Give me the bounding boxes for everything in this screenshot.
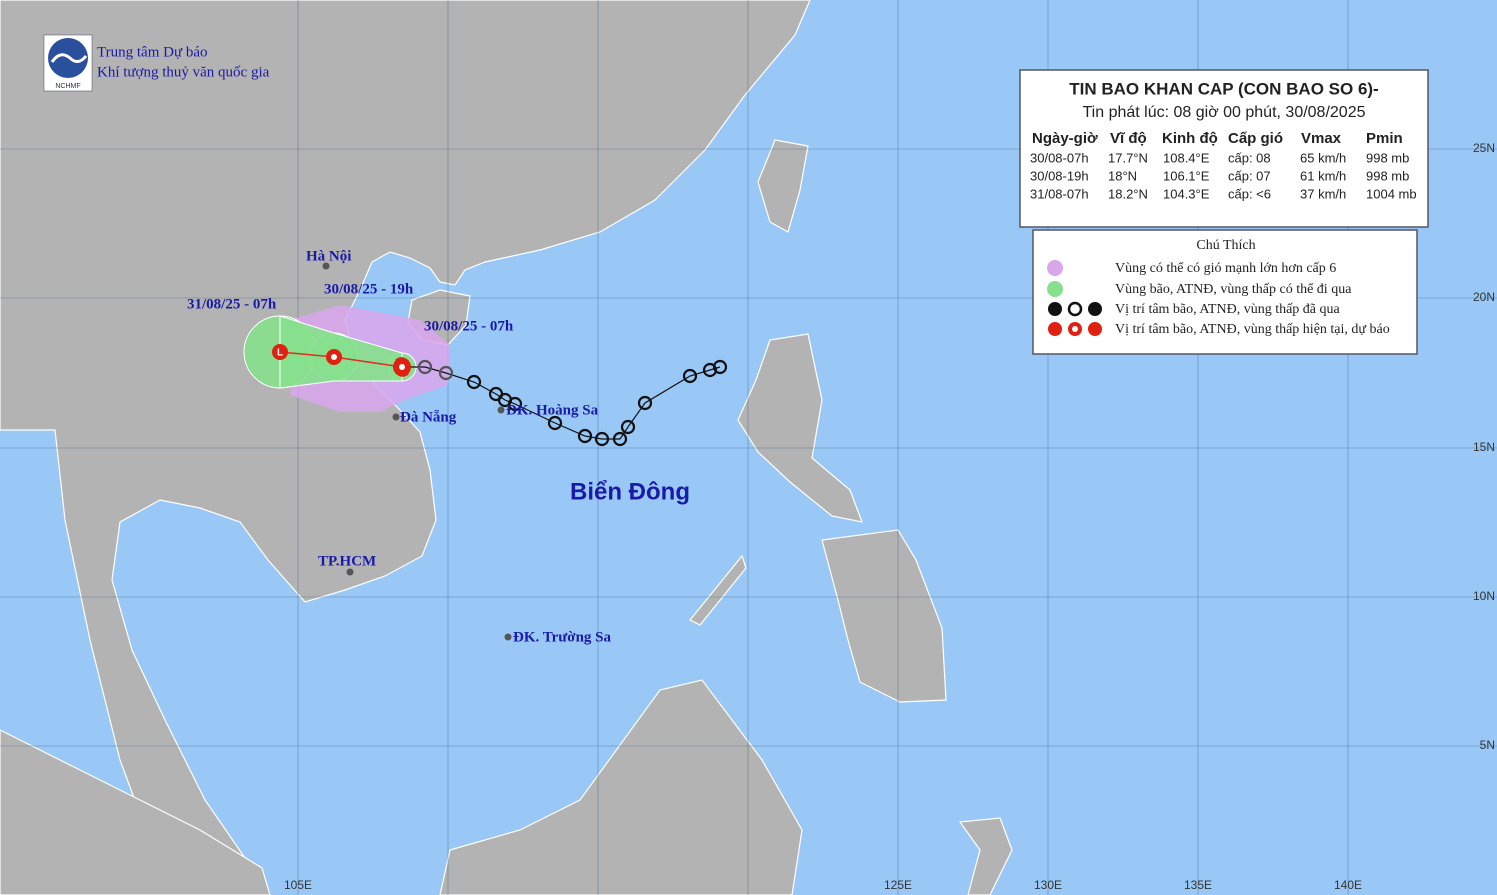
legend-item: Vùng bão, ATNĐ, vùng thấp có thể đi qua <box>1115 282 1352 297</box>
place-label: ĐK. Trường Sa <box>513 629 612 645</box>
place-dots <box>322 262 512 641</box>
logo: NCHMF <box>43 34 93 92</box>
table-cell: 998 mb <box>1366 168 1409 183</box>
lat-label: 10N <box>1473 589 1495 603</box>
column-header: Vĩ độ <box>1110 130 1147 147</box>
time-label: 31/08/25 - 07h <box>187 296 277 312</box>
table-cell: 17.7°N <box>1108 150 1148 165</box>
past-track <box>402 366 721 440</box>
column-header: Ngày-giờ <box>1032 130 1098 147</box>
legend-item: Vị trí tâm bão, ATNĐ, vùng thấp đã qua <box>1115 302 1341 317</box>
table-cell: 30/08-07h <box>1030 150 1089 165</box>
place-label: Đà Nẵng <box>400 409 457 425</box>
table-cell: 61 km/h <box>1300 168 1346 183</box>
table-cell: 37 km/h <box>1300 186 1346 201</box>
org-name: Trung tâm Dự báo <box>97 44 208 60</box>
place-label: TP.HCM <box>318 553 376 569</box>
legend-item: Vị trí tâm bão, ATNĐ, vùng thấp hiện tại… <box>1115 322 1390 337</box>
column-header: Pmin <box>1366 130 1403 147</box>
lat-label: 5N <box>1480 738 1495 752</box>
legend-item: Vùng có thể có gió mạnh lớn hơn cấp 6 <box>1115 261 1336 276</box>
lat-label: 20N <box>1473 290 1495 304</box>
lon-label: 125E <box>884 878 912 892</box>
lon-label: 140E <box>1334 878 1362 892</box>
table-cell: 998 mb <box>1366 150 1409 165</box>
lat-label: 15N <box>1473 440 1495 454</box>
table-cell: 18°N <box>1108 168 1137 183</box>
table-cell: cấp: <6 <box>1228 186 1271 201</box>
bulletin-table: Ngày-giờ Vĩ độ Kinh độ Cấp gió Vmax Pmin 30/08… <box>1030 130 1417 201</box>
bulletin-subtitle: Tin phát lúc: 08 giờ 00 phút, 30/08/2025 <box>1083 104 1366 121</box>
time-label: 30/08/25 - 19h <box>324 281 414 297</box>
logo-text: NCHMF <box>55 83 80 90</box>
table-cell: 106.1°E <box>1163 168 1210 183</box>
land <box>0 0 1013 895</box>
table-cell: 1004 mb <box>1366 186 1417 201</box>
place-label: Hà Nội <box>306 248 351 264</box>
forecast-positions: L <box>272 344 411 377</box>
table-cell: 31/08-07h <box>1030 186 1089 201</box>
table-cell: 104.3°E <box>1163 186 1210 201</box>
column-header: Cấp gió <box>1228 130 1283 147</box>
legend-swatch <box>1047 260 1063 276</box>
table-cell: 108.4°E <box>1163 150 1210 165</box>
lon-label: 105E <box>284 878 312 892</box>
column-header: Vmax <box>1301 130 1342 147</box>
column-header: Kinh độ <box>1162 130 1218 147</box>
table-cell: 18.2°N <box>1108 186 1148 201</box>
bulletin-box <box>1019 69 1429 228</box>
table-cell: cấp: 08 <box>1228 150 1271 165</box>
bulletin-title: TIN BAO KHAN CAP (CON BAO SO 6)- <box>1069 79 1378 98</box>
legend-swatch <box>1048 301 1102 336</box>
svg-text:L: L <box>277 348 283 359</box>
legend-title: Chú Thích <box>1196 238 1255 253</box>
table-cell: cấp: 07 <box>1228 168 1271 183</box>
lon-label: 130E <box>1034 878 1062 892</box>
sea-label: Biển Đông <box>570 478 690 505</box>
legend-swatch <box>1047 281 1063 297</box>
org-name: Khí tượng thuỷ văn quốc gia <box>97 64 270 80</box>
place-label: ĐK. Hoàng Sa <box>506 402 599 418</box>
table-cell: 30/08-19h <box>1030 168 1089 183</box>
table-cell: 65 km/h <box>1300 150 1346 165</box>
lat-label: 25N <box>1473 141 1495 155</box>
past-positions <box>417 359 728 447</box>
time-label: 30/08/25 - 07h <box>424 318 514 334</box>
lon-label: 135E <box>1184 878 1212 892</box>
